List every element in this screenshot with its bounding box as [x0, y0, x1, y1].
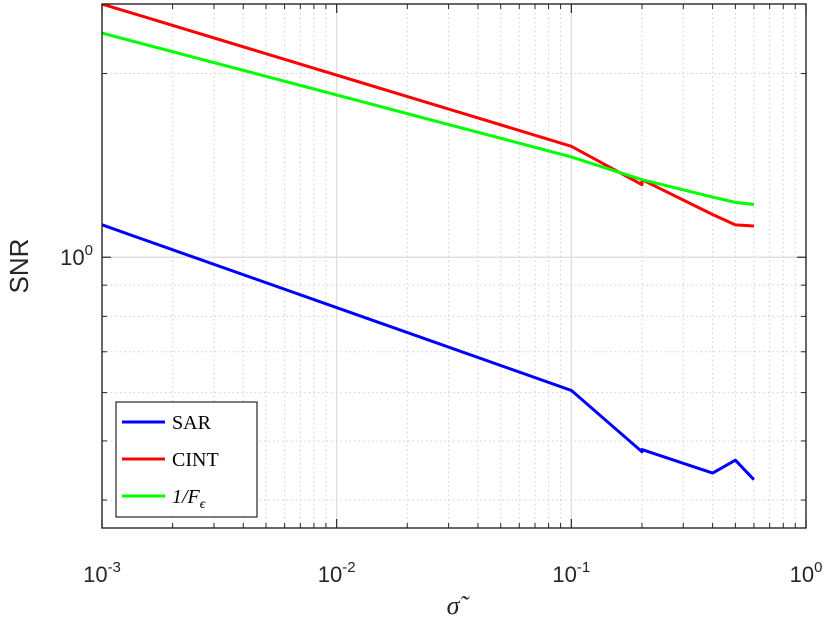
- legend-item-sar: SAR: [122, 412, 212, 434]
- y-tick-exponent: 0: [85, 242, 93, 259]
- x-tick-exponent: 0: [814, 559, 822, 576]
- x-tick-base: 10: [83, 562, 107, 587]
- plot-frame: [101, 3, 807, 529]
- x-tick-label: 100: [790, 559, 823, 587]
- y-tick-label: 100: [60, 242, 93, 270]
- series-layer: [102, 4, 756, 481]
- legend-label-inverse-f-subscript: ϵ: [200, 497, 207, 512]
- legend-label-sar: SAR: [172, 412, 212, 434]
- x-tick-base: 10: [318, 562, 342, 587]
- series-line-cint-1: [102, 4, 755, 228]
- minor-grid: [102, 4, 806, 528]
- y-axis-title: SNR: [4, 239, 34, 294]
- legend-label-cint: CINT: [172, 449, 219, 471]
- legend-item-inverse-f: 1/Fϵ: [122, 486, 207, 512]
- series-line-1-f-2: [102, 31, 755, 207]
- series-line-sar-0: [102, 223, 756, 481]
- ticks: [101, 4, 807, 528]
- y-tick-labels: 100: [60, 242, 93, 270]
- legend-label-inverse-f-main: 1/F: [172, 486, 201, 508]
- x-tick-base: 10: [790, 562, 814, 587]
- x-tick-labels: 10-3 10-2 10-1 100: [83, 559, 822, 587]
- x-tick-exponent: -2: [342, 559, 355, 576]
- x-tick-exponent: -3: [108, 559, 121, 576]
- x-tick-label: 10-1: [552, 559, 590, 587]
- legend-item-cint: CINT: [122, 449, 219, 471]
- x-tick-exponent: -1: [577, 559, 590, 576]
- x-tick-label: 10-3: [83, 559, 121, 587]
- major-grid: [102, 4, 806, 528]
- y-tick-base: 10: [60, 245, 84, 270]
- x-tick-base: 10: [552, 562, 576, 587]
- x-axis-title: σ̃: [447, 591, 471, 620]
- legend: SAR CINT 1/Fϵ: [115, 401, 258, 518]
- x-tick-label: 10-2: [318, 559, 356, 587]
- legend-label-inverse-f: 1/Fϵ: [172, 486, 207, 512]
